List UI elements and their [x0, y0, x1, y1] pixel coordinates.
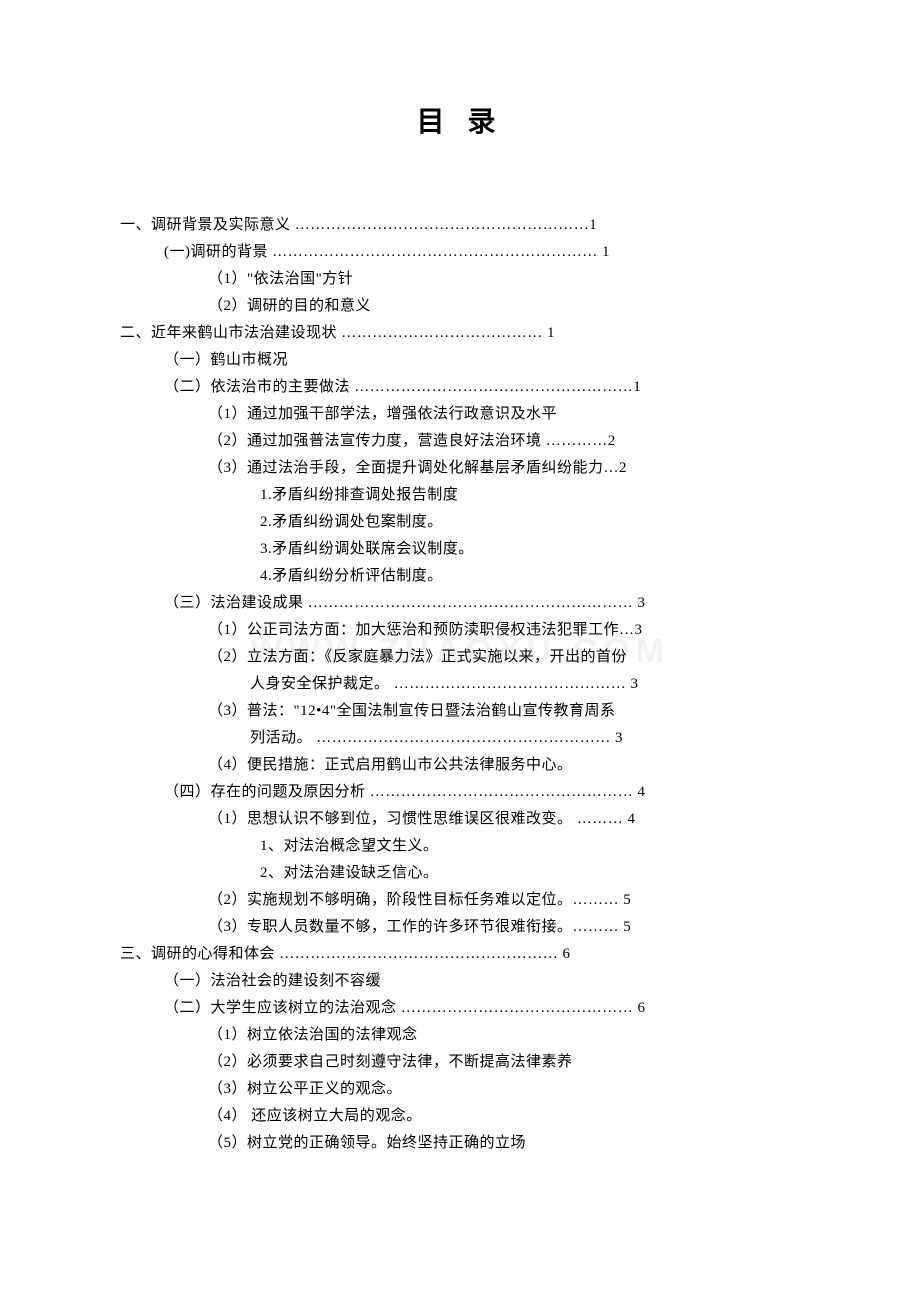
toc-entry: （1）"依法治国"方针: [120, 266, 800, 293]
toc-entry: 二、近年来鹤山市法治建设现状 ………………………………… 1: [120, 320, 800, 347]
toc-entry: 一、调研背景及实际意义 …………………………………………………1: [120, 212, 800, 239]
toc-entry: (一)调研的背景 ……………………………………………………… 1: [120, 239, 800, 266]
toc-entry: （4） 还应该树立大局的观念。: [120, 1103, 800, 1130]
toc-entry: （3）普法："12•4"全国法制宣传日暨法治鹤山宣传教育周系: [120, 698, 800, 725]
toc-entry: （3）通过法治手段，全面提升调处化解基层矛盾纠纷能力…2: [120, 455, 800, 482]
toc-entry: （1）树立依法治国的法律观念: [120, 1022, 800, 1049]
toc-entry: （二）依法治市的主要做法 ………………………………………………1: [120, 374, 800, 401]
toc-entry: （一）鹤山市概况: [120, 347, 800, 374]
toc-entry: （2）必须要求自己时刻遵守法律，不断提高法律素养: [120, 1049, 800, 1076]
toc-entry: （1）通过加强干部学法，增强依法行政意识及水平: [120, 401, 800, 428]
toc-entry: 1.矛盾纠纷排查调处报告制度: [120, 482, 800, 509]
toc-entry: 3.矛盾纠纷调处联席会议制度。: [120, 536, 800, 563]
document-page: 目 录 一、调研背景及实际意义 …………………………………………………1(一)调…: [0, 0, 920, 1237]
toc-entry: （5）树立党的正确领导。始终坚持正确的立场: [120, 1130, 800, 1157]
toc-entry: （二）大学生应该树立的法治观念 ……………………………………… 6: [120, 995, 800, 1022]
toc-entry: （1）思想认识不够到位，习惯性思维误区很难改变。 ……… 4: [120, 806, 800, 833]
toc-entry: 三、调研的心得和体会 ……………………………………………… 6: [120, 941, 800, 968]
toc-entry: （3）专职人员数量不够，工作的许多环节很难衔接。……… 5: [120, 914, 800, 941]
toc-entry: （2）调研的目的和意义: [120, 293, 800, 320]
toc-entry: 4.矛盾纠纷分析评估制度。: [120, 563, 800, 590]
toc-entry: （三）法治建设成果 ……………………………………………………… 3: [120, 590, 800, 617]
toc-entry: （四）存在的问题及原因分析 …………………………………………… 4: [120, 779, 800, 806]
toc-entry: （1）公正司法方面：加大惩治和预防渎职侵权违法犯罪工作…3: [120, 617, 800, 644]
toc-entry: 2、对法治建设缺乏信心。: [120, 860, 800, 887]
toc-entry: （2）实施规划不够明确，阶段性目标任务难以定位。……… 5: [120, 887, 800, 914]
toc-entry: （3）树立公平正义的观念。: [120, 1076, 800, 1103]
toc-entry: 2.矛盾纠纷调处包案制度。: [120, 509, 800, 536]
toc-entry: （2）立法方面：《反家庭暴力法》正式实施以来，开出的首份: [120, 644, 800, 671]
toc-list: 一、调研背景及实际意义 …………………………………………………1(一)调研的背景…: [120, 212, 800, 1157]
toc-entry: 1、对法治概念望文生义。: [120, 833, 800, 860]
toc-title: 目 录: [120, 100, 800, 140]
toc-entry: （2）通过加强普法宣传力度，营造良好法治环境 …………2: [120, 428, 800, 455]
toc-entry: 人身安全保护裁定。 ……………………………………… 3: [120, 671, 800, 698]
toc-entry: 列活动。 ………………………………………………… 3: [120, 725, 800, 752]
toc-entry: （一）法治社会的建设刻不容缓: [120, 968, 800, 995]
toc-entry: （4）便民措施：正式启用鹤山市公共法律服务中心。: [120, 752, 800, 779]
